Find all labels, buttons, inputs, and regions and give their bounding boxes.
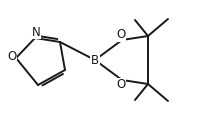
Text: O: O: [7, 51, 17, 63]
Text: B: B: [91, 54, 99, 66]
Text: O: O: [116, 29, 126, 42]
Text: N: N: [32, 26, 40, 39]
Text: O: O: [116, 78, 126, 91]
